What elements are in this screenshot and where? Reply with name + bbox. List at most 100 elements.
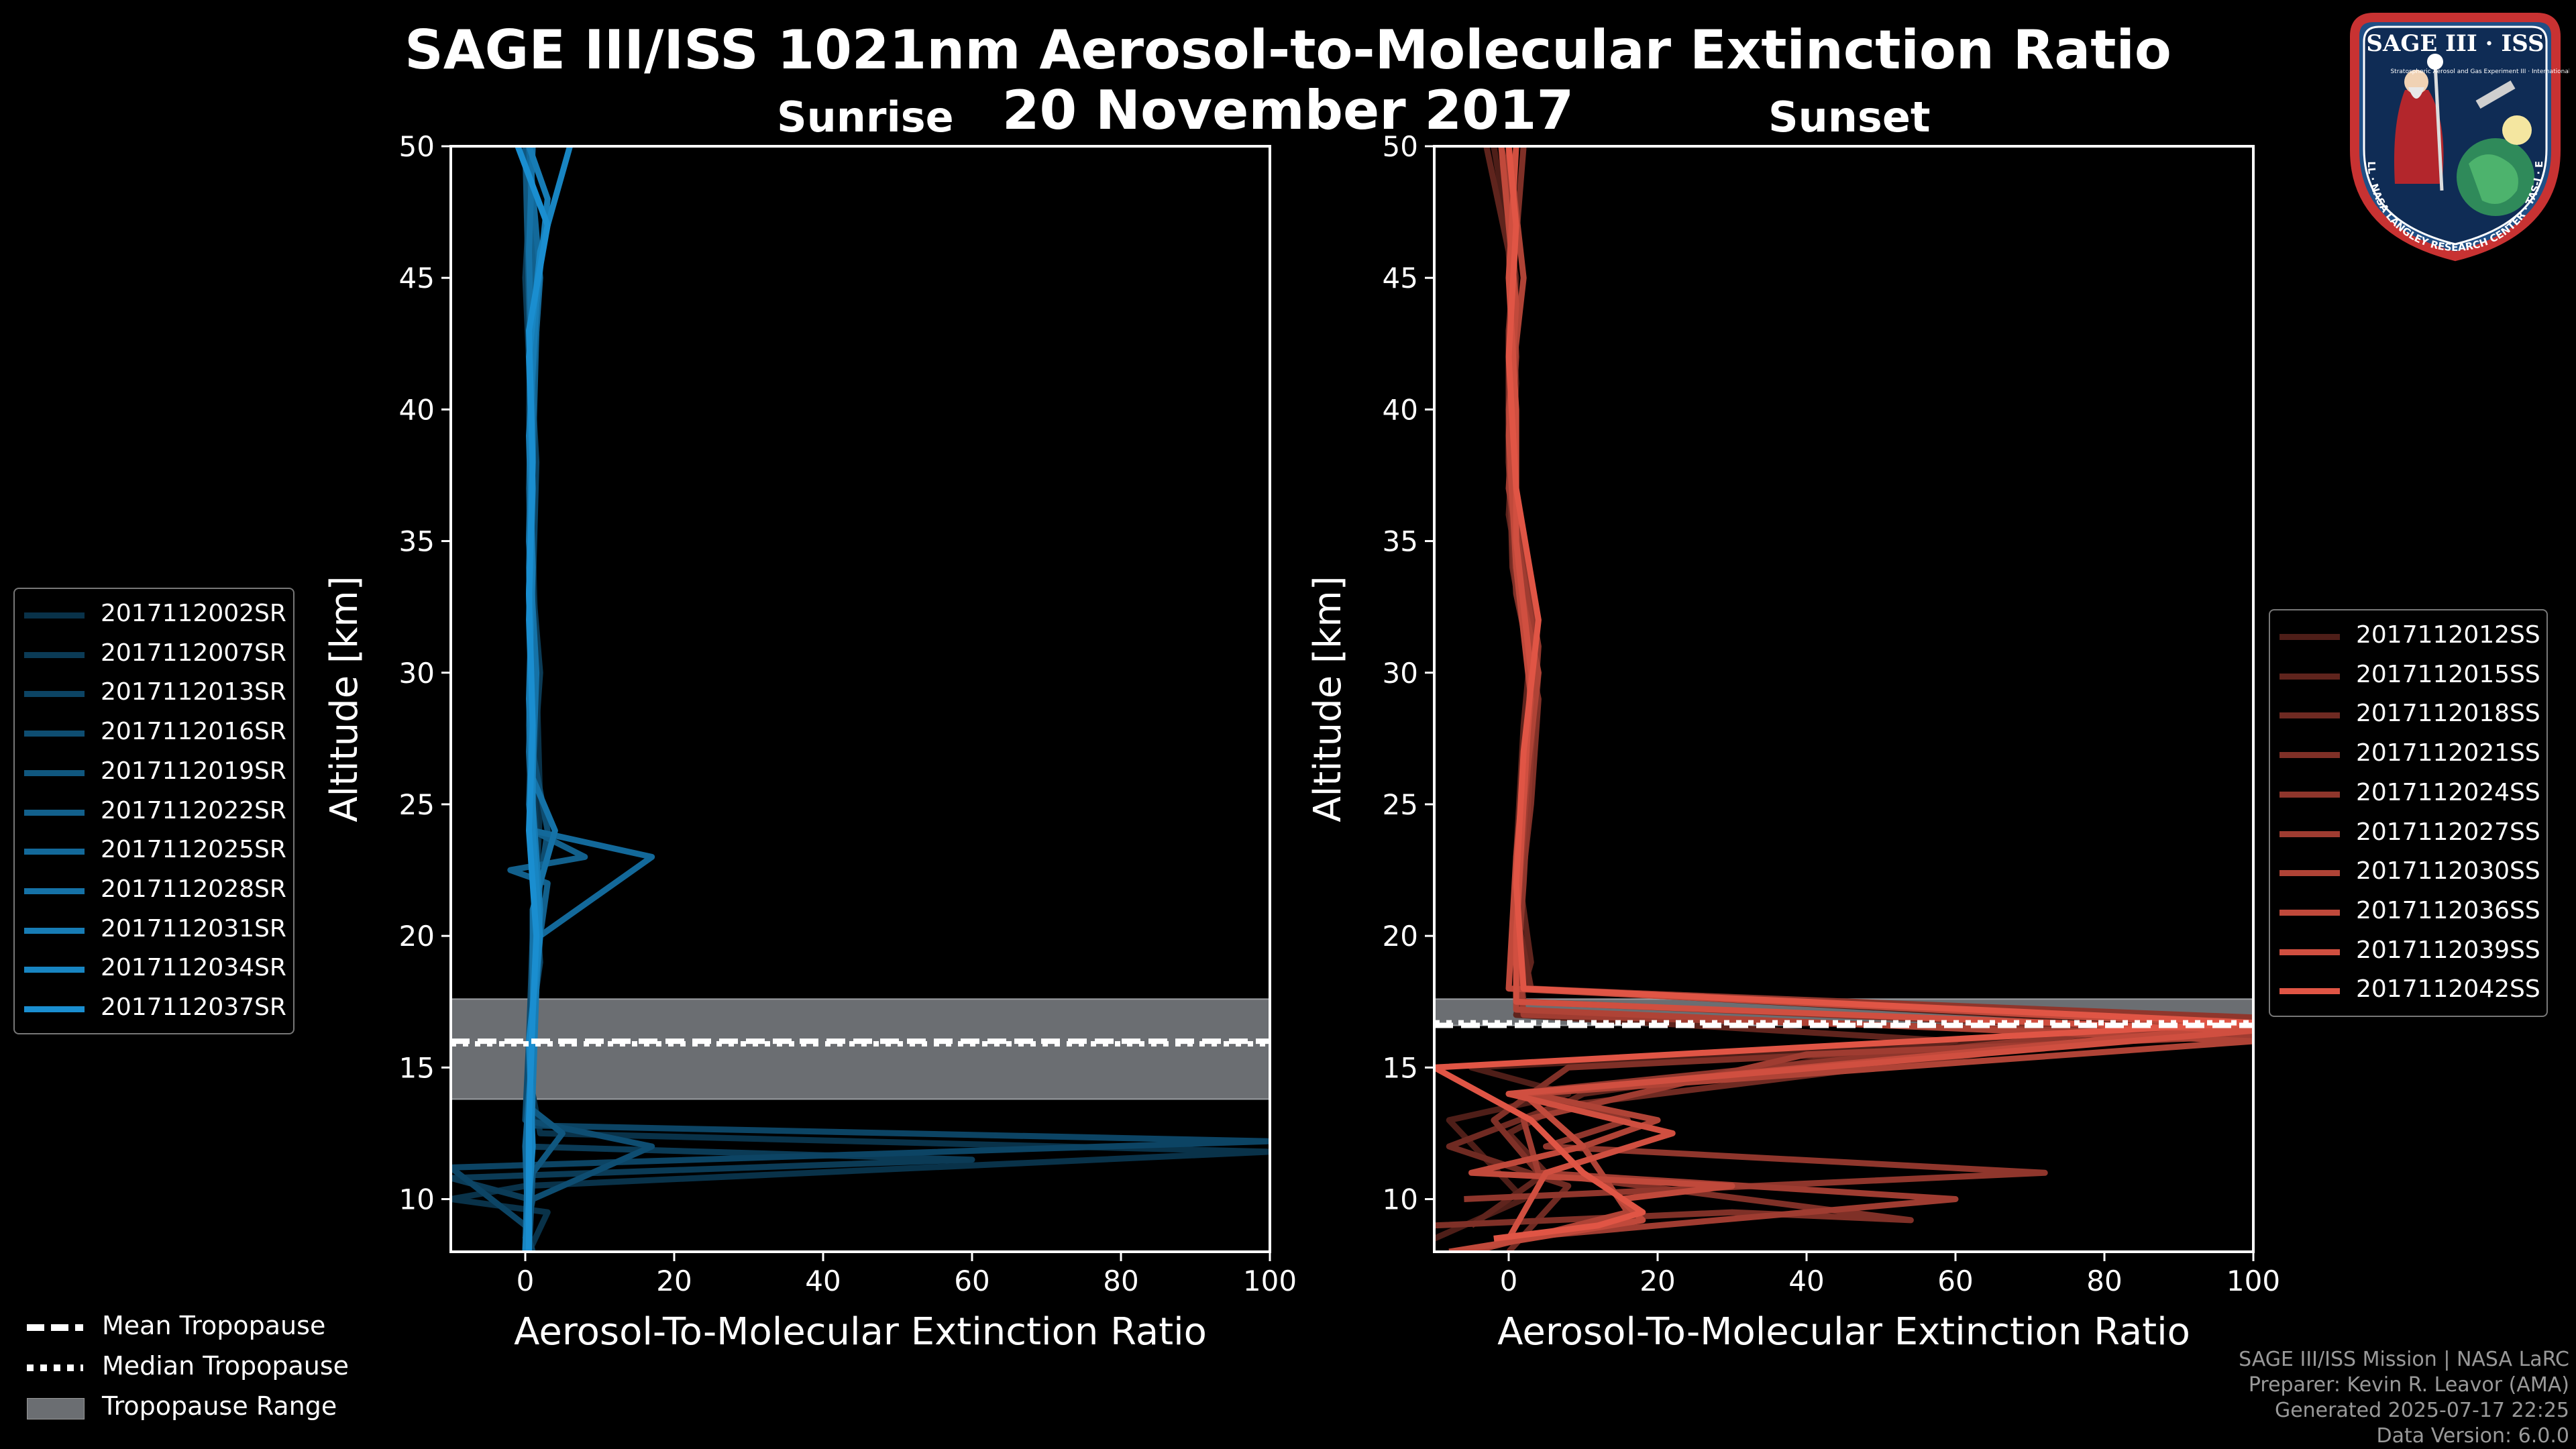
- sunset-plot: 0 20 40 60 80 100 10 15 20 25 30 35 40 45 50 Aerosol-To…: [1306, 130, 2280, 1354]
- legend-swatch-icon: [2279, 712, 2340, 719]
- legend-swatch-icon: [24, 651, 85, 658]
- legend-swatch-icon: [24, 769, 85, 776]
- sunset-series-group: [1434, 146, 2253, 1252]
- sunset-plot-frame: [1433, 145, 2255, 1253]
- legend-label: 2017112037SR: [101, 994, 286, 1021]
- y-tick-label: 40: [1383, 393, 1418, 426]
- legend-label: 2017112002SR: [101, 600, 286, 627]
- logo-small-text: Stratospheric Aerosol and Gas Experiment…: [2390, 68, 2569, 75]
- sunrise-x-axis-label: Aerosol-To-Molecular Extinction Ratio: [514, 1310, 1207, 1354]
- x-tick-label: 0: [517, 1265, 535, 1297]
- legend-label: 2017112012SS: [2356, 621, 2540, 649]
- legend-swatch-icon: [2279, 634, 2340, 640]
- x-tick-label: 40: [805, 1265, 841, 1297]
- y-tick-label: 35: [399, 525, 435, 558]
- legend-label: 2017112030SS: [2356, 857, 2540, 885]
- legend-label: 2017112007SR: [101, 639, 286, 667]
- tropopause-legend: Mean Tropopause Median Tropopause Tropop…: [20, 1308, 396, 1429]
- x-tick-label: 100: [2226, 1265, 2280, 1297]
- y-tick-label: 40: [399, 393, 435, 426]
- legend-label: 2017112022SR: [101, 796, 286, 824]
- y-tick-label: 20: [1383, 920, 1418, 953]
- series-line-2017112042SS: [1434, 146, 2253, 1242]
- y-tick-label: 45: [1383, 262, 1418, 294]
- legend-label: 2017112024SS: [2356, 778, 2540, 806]
- y-tick-label: 50: [1383, 130, 1418, 163]
- credits-version: Data Version: 6.0.0: [2376, 1424, 2569, 1448]
- x-tick-label: 100: [1243, 1265, 1297, 1297]
- y-tick-label: 10: [399, 1183, 435, 1216]
- credits-generated: Generated 2025-07-17 22:25: [2274, 1399, 2569, 1422]
- legend-label: 2017112021SS: [2356, 739, 2540, 767]
- y-tick-label: 20: [399, 920, 435, 953]
- legend-label: 2017112018SS: [2356, 700, 2540, 728]
- series-line-2017112027SS: [1505, 146, 2253, 1242]
- main-title: SAGE III/ISS 1021nm Aerosol-to-Molecular…: [405, 19, 2171, 81]
- legend-label: 2017112013SR: [101, 678, 286, 706]
- legend-label: 2017112042SS: [2356, 975, 2540, 1004]
- x-tick-label: 20: [1640, 1265, 1675, 1297]
- legend-swatch-icon: [2279, 909, 2340, 916]
- x-tick-label: 60: [954, 1265, 989, 1297]
- x-tick-label: 20: [656, 1265, 692, 1297]
- sunrise-tropopause-range: [450, 998, 1271, 1100]
- legend-label: 2017112034SR: [101, 954, 286, 982]
- sunset-y-axis-label: Altitude [km]: [1306, 576, 1350, 822]
- y-tick-label: 45: [399, 262, 435, 294]
- y-tick-label: 15: [1383, 1051, 1418, 1084]
- credits-preparer: Preparer: Kevin R. Leavor (AMA): [2248, 1373, 2569, 1397]
- series-line-2017112037SR: [515, 146, 551, 1252]
- legend-label: 2017112036SS: [2356, 896, 2540, 924]
- legend-swatch-icon: [2279, 791, 2340, 798]
- x-tick-label: 80: [2086, 1265, 2122, 1297]
- y-tick-label: 50: [399, 130, 435, 163]
- x-tick-label: 40: [1788, 1265, 1824, 1297]
- sage-iii-iss-logo: SAGE III · ISS Stratospheric Aerosol and…: [2341, 9, 2569, 262]
- legend-swatch-icon: [24, 809, 85, 816]
- mean-tropopause-label: Mean Tropopause: [102, 1311, 326, 1340]
- y-tick-label: 15: [399, 1051, 435, 1084]
- legend-label: 2017112015SS: [2356, 660, 2540, 688]
- sunset-legend: 2017112012SS 2017112015SS 2017112018SS 2017…: [2269, 609, 2548, 1017]
- sunrise-series-group: [451, 146, 1270, 1252]
- mean-tropopause-dash-icon: [27, 1324, 83, 1331]
- x-tick-label: 0: [1500, 1265, 1518, 1297]
- median-tropopause-label: Median Tropopause: [102, 1351, 349, 1381]
- sunrise-y-axis-label: Altitude [km]: [323, 576, 366, 822]
- legend-label: 2017112031SR: [101, 914, 286, 943]
- y-tick-label: 25: [399, 788, 435, 821]
- sunrise-legend: 2017112002SR 2017112007SR 2017112013SR 2017…: [13, 588, 294, 1034]
- legend-swatch-icon: [24, 967, 85, 973]
- legend-swatch-icon: [2279, 949, 2340, 955]
- legend-swatch-icon: [2279, 752, 2340, 759]
- credits-mission: SAGE III/ISS Mission | NASA LaRC: [2239, 1348, 2569, 1371]
- series-line-2017112036SS: [1448, 146, 2253, 1252]
- legend-swatch-icon: [24, 612, 85, 619]
- legend-label: 2017112016SR: [101, 718, 286, 746]
- legend-label: 2017112028SR: [101, 875, 286, 903]
- sunrise-panel-title: Sunrise: [777, 93, 954, 142]
- legend-swatch-icon: [24, 1006, 85, 1012]
- series-line-2017112039SS: [1505, 146, 2253, 1240]
- legend-swatch-icon: [24, 691, 85, 698]
- y-tick-label: 10: [1383, 1183, 1418, 1216]
- date-title: 20 November 2017: [1002, 79, 1574, 142]
- median-tropopause-dot-icon: [27, 1364, 83, 1371]
- y-tick-label: 25: [1383, 788, 1418, 821]
- credits: SAGE III/ISS Mission | NASA LaRC Prepare…: [2239, 1347, 2569, 1449]
- legend-label: 2017112039SS: [2356, 936, 2540, 964]
- logo-name: SAGE III · ISS: [2366, 30, 2544, 57]
- legend-label: 2017112025SR: [101, 836, 286, 864]
- x-tick-label: 80: [1103, 1265, 1138, 1297]
- y-tick-label: 30: [1383, 657, 1418, 690]
- legend-swatch-icon: [24, 849, 85, 855]
- legend-swatch-icon: [2279, 673, 2340, 680]
- sunrise-plot-frame: [449, 145, 1271, 1253]
- legend-swatch-icon: [24, 888, 85, 894]
- tropopause-range-label: Tropopause Range: [102, 1391, 337, 1421]
- legend-swatch-icon: [24, 927, 85, 934]
- legend-swatch-icon: [2279, 830, 2340, 837]
- legend-swatch-icon: [24, 731, 85, 737]
- legend-swatch-icon: [2279, 988, 2340, 995]
